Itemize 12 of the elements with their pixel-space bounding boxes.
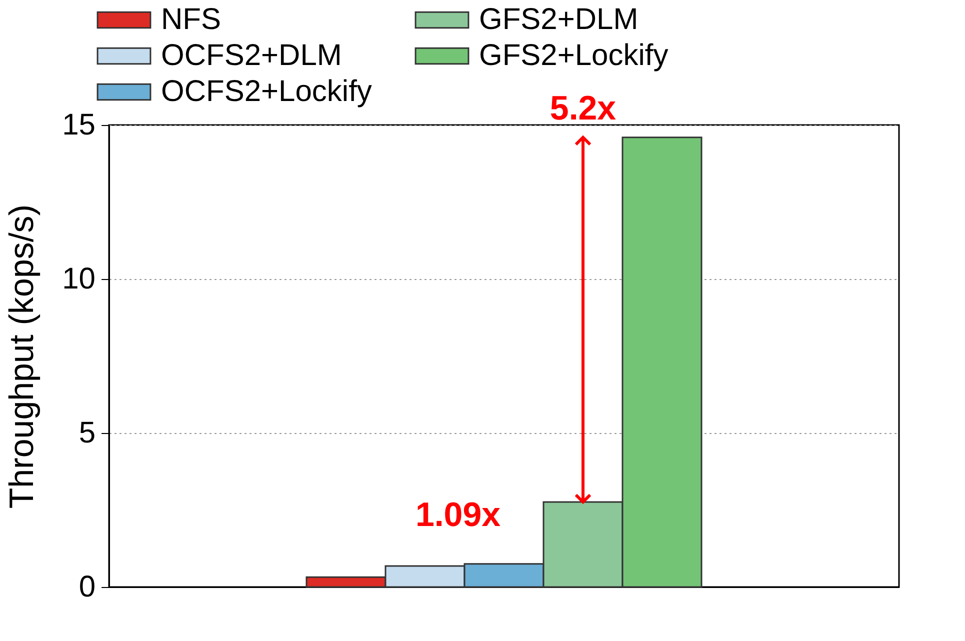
legend-label: NFS	[161, 3, 221, 36]
y-axis-title: Throughput (kops/s)	[3, 204, 42, 509]
legend-label: GFS2+Lockify	[479, 39, 668, 72]
y-tick-label: 5	[78, 416, 96, 450]
y-tick-label: 0	[78, 570, 96, 604]
legend-label: OCFS2+DLM	[161, 39, 342, 72]
y-tick-label: 15	[62, 108, 96, 142]
y-tick-label: 10	[62, 262, 96, 296]
annotation: 1.09x	[415, 496, 501, 534]
legend-label: OCFS2+Lockify	[161, 75, 372, 108]
annotation: 5.2x	[550, 89, 616, 128]
legend-label: GFS2+DLM	[479, 3, 638, 36]
